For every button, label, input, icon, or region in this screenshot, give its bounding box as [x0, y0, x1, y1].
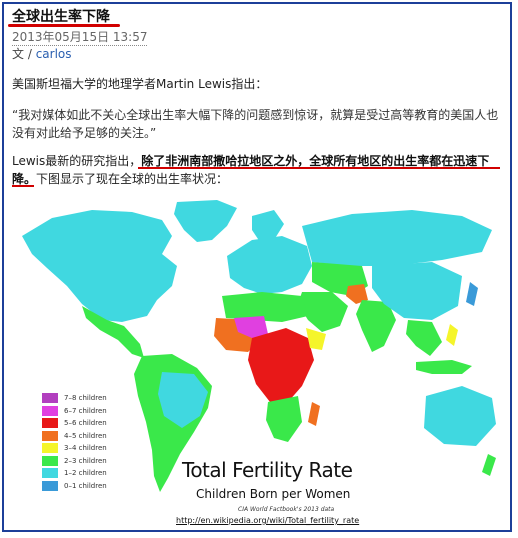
map-niger-mali — [234, 316, 268, 338]
post-date: 2013年05月15日 13:57 — [12, 30, 148, 46]
quote-paragraph: “我对媒体如此不关心全球出生率大幅下降的问题感到惊讶，就算是受过高等教育的美国人… — [12, 108, 499, 140]
legend-label: 0–1 children — [64, 481, 107, 490]
legend-label: 3–4 children — [64, 444, 107, 453]
legend-item: 0–1 children — [42, 480, 107, 493]
highlight-underline-1 — [138, 167, 500, 169]
research-paragraph: Lewis最新的研究指出，除了非洲南部撒哈拉地区之外，全球所有地区的出生率都在迅… — [12, 152, 502, 188]
map-source: CIA World Factbook's 2013 data — [238, 506, 335, 513]
author-line: 文 / carlos — [12, 45, 72, 62]
map-central-africa — [248, 328, 314, 402]
legend-swatch — [42, 480, 58, 491]
map-north-america — [22, 210, 177, 322]
map-horn-africa — [306, 328, 326, 350]
p2-post: 下图显示了现在全球的出生率状况： — [36, 172, 229, 186]
map-japan — [466, 282, 478, 306]
map-southern-africa — [266, 396, 302, 442]
map-russia — [302, 210, 492, 266]
legend-swatch — [42, 393, 58, 404]
article-title[interactable]: 全球出生率下降 — [12, 9, 110, 25]
legend-label: 7–8 children — [64, 394, 107, 403]
map-greenland — [174, 200, 237, 242]
legend-label: 2–3 children — [64, 456, 107, 465]
map-central-america — [82, 306, 144, 358]
map-philippines — [446, 324, 458, 346]
fertility-world-map — [12, 196, 506, 530]
legend-swatch — [42, 455, 58, 466]
map-subtitle: Children Born per Women — [196, 487, 351, 501]
legend-item: 6–7 children — [42, 405, 107, 418]
legend-label: 4–5 children — [64, 431, 107, 440]
map-url[interactable]: http://en.wikipedia.org/wiki/Total_ferti… — [176, 516, 360, 525]
map-north-africa — [222, 292, 308, 322]
map-new-zealand — [482, 454, 496, 476]
legend-swatch — [42, 430, 58, 441]
map-scandinavia — [252, 210, 284, 242]
legend-item: 2–3 children — [42, 455, 107, 468]
legend-label: 1–2 children — [64, 469, 107, 478]
title-underline — [8, 24, 120, 27]
legend-item: 7–8 children — [42, 392, 107, 405]
legend-swatch — [42, 418, 58, 429]
map-southeast-asia — [406, 320, 442, 356]
legend-item: 1–2 children — [42, 467, 107, 480]
legend-item: 5–6 children — [42, 417, 107, 430]
highlight-underline-2 — [12, 185, 34, 187]
map-brazil — [158, 372, 208, 428]
map-afghanistan — [346, 284, 368, 304]
author-prefix: 文 / — [12, 47, 36, 61]
map-south-asia — [356, 300, 396, 352]
legend-swatch — [42, 443, 58, 454]
p2-highlight: 除了非洲南部撒哈拉地区之外，全球所有地区的出生率都在迅速下降。 — [12, 154, 490, 186]
map-europe — [227, 236, 312, 294]
legend-item: 3–4 children — [42, 442, 107, 455]
map-east-asia — [372, 262, 462, 320]
legend-item: 4–5 children — [42, 430, 107, 443]
map-australia — [424, 386, 496, 446]
intro-paragraph: 美国斯坦福大学的地理学者Martin Lewis指出： — [12, 77, 268, 91]
author-link[interactable]: carlos — [35, 47, 72, 61]
map-madagascar — [308, 402, 320, 426]
legend-swatch — [42, 405, 58, 416]
legend-swatch — [42, 468, 58, 479]
map-title: Total Fertility Rate — [182, 458, 353, 482]
map-indonesia — [416, 360, 472, 374]
map-legend: 7–8 children 6–7 children 5–6 children 4–5 … — [42, 392, 107, 492]
map-middle-east — [298, 292, 348, 332]
legend-label: 6–7 children — [64, 406, 107, 415]
legend-label: 5–6 children — [64, 419, 107, 428]
p2-pre: Lewis最新的研究指出， — [12, 154, 142, 168]
